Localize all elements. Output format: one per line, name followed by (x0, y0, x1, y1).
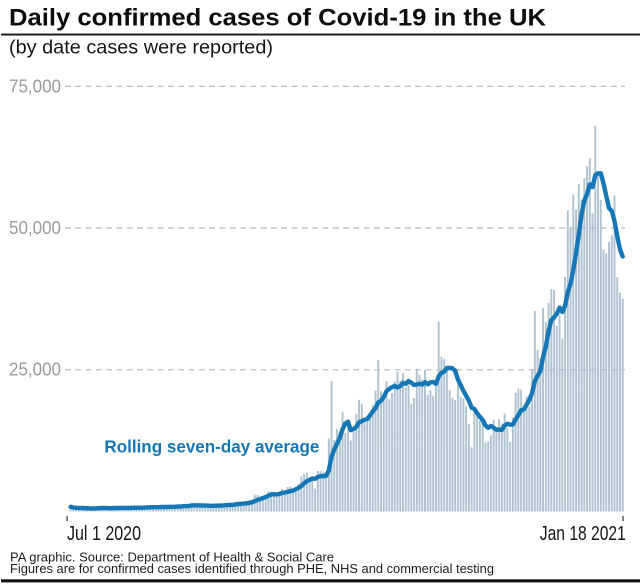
svg-text:Jul 1 2020: Jul 1 2020 (67, 523, 141, 545)
svg-text:Daily confirmed cases of Covid: Daily confirmed cases of Covid-19 in the… (9, 4, 546, 31)
svg-text:25,000: 25,000 (9, 359, 61, 380)
svg-text:75,000: 75,000 (9, 75, 61, 96)
svg-text:Rolling seven-day average: Rolling seven-day average (104, 437, 319, 457)
svg-text:50,000: 50,000 (9, 217, 61, 238)
svg-text:Figures are for confirmed case: Figures are for confirmed cases identifi… (10, 561, 494, 576)
svg-text:(by date cases were reported): (by date cases were reported) (9, 37, 273, 59)
svg-text:Jan 18 2021: Jan 18 2021 (540, 523, 626, 545)
svg-text:PA graphic. Source: Department: PA graphic. Source: Department of Health… (10, 549, 334, 564)
